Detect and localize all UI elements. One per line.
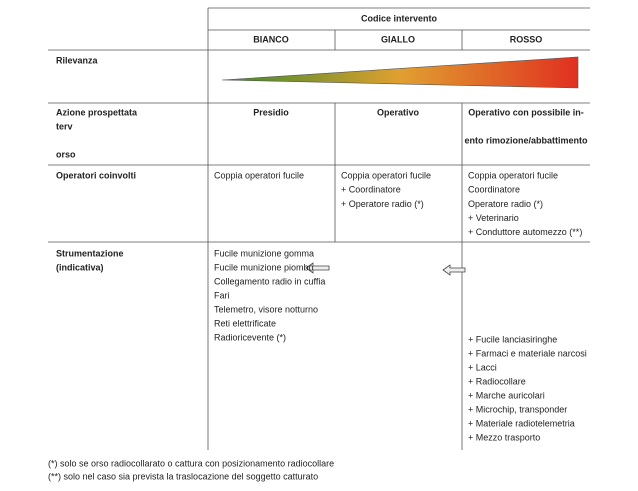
equipment-item: + Microchip, transponder — [468, 404, 567, 414]
operators-cell: + Veterinario — [468, 213, 519, 223]
equipment-item: + Radiocollare — [468, 376, 526, 386]
equipment-item: Fucile munizione piombo — [214, 262, 314, 272]
relevance-wedge — [221, 56, 579, 89]
column-header: GIALLO — [381, 34, 415, 44]
operators-cell: + Operatore radio (*) — [341, 199, 424, 209]
equipment-item: + Materiale radiotelemetria — [468, 418, 575, 428]
equipment-item: Fari — [214, 290, 230, 300]
grid — [48, 7, 590, 450]
operators-cell: Coppia operatori fucile — [468, 170, 558, 180]
equipment-item: + Mezzo trasporto — [468, 432, 540, 442]
equipment-item: Reti elettrificate — [214, 318, 276, 328]
row-label: orso — [56, 149, 76, 159]
operators-cell: Coppia operatori fucile — [214, 170, 304, 180]
column-header: ROSSO — [510, 34, 543, 44]
action-cell: Operativo con possibile in- — [468, 107, 584, 117]
operators-cell: Coordinatore — [468, 185, 520, 195]
operators-cell: + Conduttore automezzo (**) — [468, 227, 582, 237]
arrow — [442, 264, 466, 276]
row-label: Operatori coinvolti — [56, 170, 136, 180]
equipment-item: Fucile munizione gomma — [214, 248, 314, 258]
equipment-item: + Lacci — [468, 362, 497, 372]
group-header: Codice intervento — [361, 13, 438, 23]
row-label: terv — [56, 121, 73, 131]
row-label: Strumentazione — [56, 248, 124, 258]
action-cell: Operativo — [377, 107, 420, 117]
equipment-item: + Farmaci e materiale narcosi — [468, 348, 587, 358]
equipment-item: + Fucile lanciasiringhe — [468, 334, 557, 344]
action-cell: Presidio — [253, 107, 289, 117]
arrow — [305, 262, 330, 274]
footnote: (**) solo nel caso sia prevista la trasl… — [48, 471, 318, 481]
equipment-item: + Marche auricolari — [468, 390, 545, 400]
action-cell: ento rimozione/abbattimento — [464, 135, 588, 145]
footnote: (*) solo se orso radiocollarato o cattur… — [48, 458, 334, 468]
equipment-item: Telemetro, visore notturno — [214, 304, 318, 314]
column-header: BIANCO — [253, 34, 289, 44]
operators-cell: Operatore radio (*) — [468, 199, 543, 209]
row-label: Rilevanza — [56, 55, 99, 65]
equipment-item: Radioricevente (*) — [214, 332, 286, 342]
operators-cell: Coppia operatori fucile — [341, 170, 431, 180]
operators-cell: + Coordinatore — [341, 185, 401, 195]
equipment-item: Collegamento radio in cuffia — [214, 276, 325, 286]
row-label: Azione prospettata — [56, 107, 138, 117]
row-label: (indicativa) — [56, 262, 104, 272]
